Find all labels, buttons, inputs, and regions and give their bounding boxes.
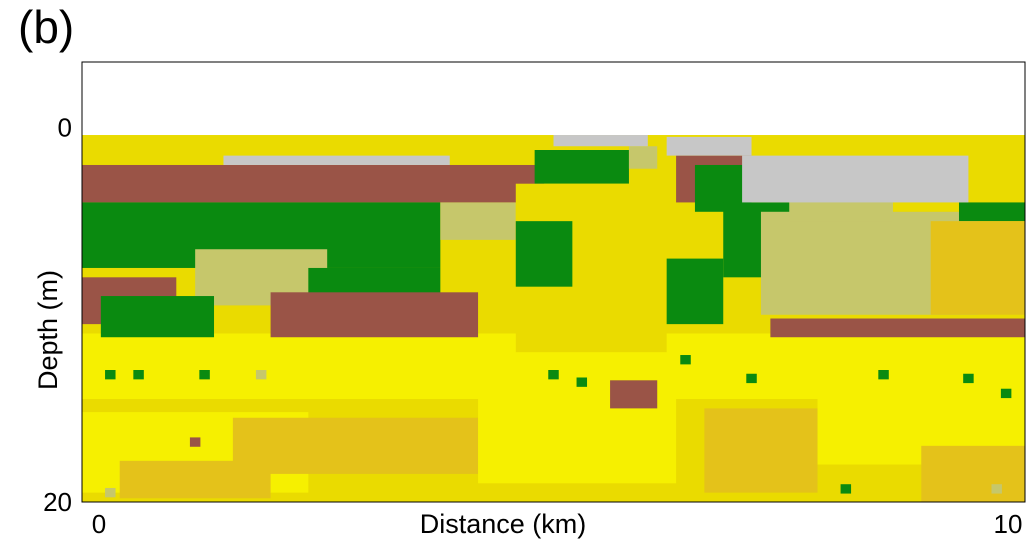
heatmap-zone-olive — [440, 202, 516, 240]
heatmap-cell-green — [548, 370, 559, 380]
heatmap-zone-green — [534, 150, 629, 184]
x-tick-label: 0 — [92, 509, 106, 539]
heatmap-cell-olive — [991, 484, 1002, 494]
heatmap-zone-gray — [223, 155, 450, 165]
heatmap-zone-gray — [666, 136, 752, 156]
heatmap-zone-gray — [742, 155, 969, 203]
heatmap-zone-green — [515, 221, 573, 287]
plot-frame — [81, 61, 1026, 503]
heatmap-cell-green — [680, 355, 691, 365]
heatmap-cell-green — [840, 484, 852, 494]
heatmap-layer — [82, 135, 1025, 502]
x-axis-title: Distance (km) — [420, 509, 587, 539]
heatmap-cell-green — [105, 370, 116, 380]
heatmap-zone-brown — [770, 318, 1025, 338]
heatmap-cell-green — [133, 370, 144, 380]
heatmap-zone-olive — [628, 146, 658, 169]
heatmap-cell-green — [1000, 388, 1012, 399]
heatmap-cell-olive — [255, 370, 267, 380]
heatmap-zone-dark_gold — [704, 408, 818, 493]
heatmap-zone-dark_gold — [930, 221, 1025, 315]
heatmap-zone-gray — [553, 135, 648, 147]
heatmap-cell-brown — [189, 437, 201, 447]
heatmap-cell-green — [963, 373, 974, 384]
spot-layer — [105, 355, 1012, 498]
tick-layer: 0 10 0 20 — [43, 113, 1022, 539]
y-tick-label: 20 — [43, 487, 72, 517]
panel-label: (b) — [18, 1, 75, 53]
heatmap-cell-olive — [105, 487, 116, 498]
heatmap-zone-green — [666, 258, 724, 325]
heatmap-cell-green — [576, 377, 588, 387]
heatmap-zone-dark_gold — [921, 445, 1025, 502]
heatmap-zone-dark_gold — [232, 417, 479, 474]
heatmap-zone-green — [958, 202, 1025, 222]
heatmap-zone-brown — [610, 380, 658, 409]
heatmap-cell-green — [746, 373, 757, 384]
heatmap-cell-green — [878, 370, 889, 380]
heatmap-zone-brown — [82, 164, 545, 203]
heatmap-cell-green — [199, 370, 210, 380]
heatmap-zone-green — [100, 296, 215, 338]
x-tick-label: 10 — [994, 509, 1023, 539]
y-axis-title: Depth (m) — [33, 270, 63, 390]
heatmap-zone-brown — [270, 292, 479, 338]
y-tick-label: 0 — [58, 113, 72, 143]
